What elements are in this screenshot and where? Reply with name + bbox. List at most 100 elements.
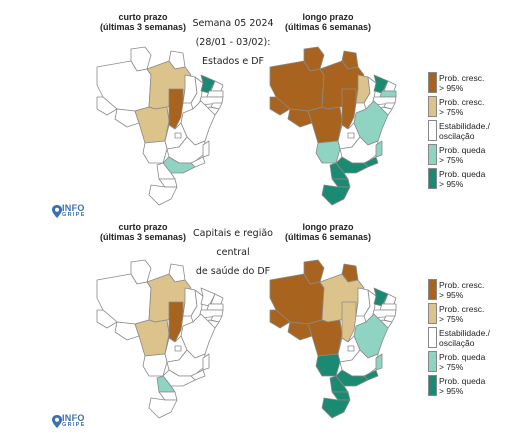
bottom-center-line-2: de saúde do DF <box>195 266 271 277</box>
legend-bottom: Prob. cresc. > 95% Prob. cresc. > 75% Esta… <box>428 279 528 399</box>
state-ro <box>114 108 140 128</box>
legend-label: Prob. cresc. > 75% <box>439 304 485 324</box>
legend-item: Prob. cresc. > 75% <box>428 96 528 120</box>
state-rs <box>321 397 351 419</box>
legend-swatch <box>428 120 437 141</box>
state-es <box>202 140 210 158</box>
state-es <box>202 353 210 371</box>
state-mt <box>134 106 170 144</box>
map-bottom-short-term <box>96 259 224 419</box>
state-df <box>347 132 355 139</box>
state-ac <box>96 96 118 116</box>
legend-item: Estabilidade./ oscilação <box>428 120 528 144</box>
state-rs <box>148 397 178 419</box>
legend-label: Prob. cresc. > 75% <box>439 97 485 117</box>
state-sc <box>331 178 351 188</box>
state-ce <box>373 74 389 94</box>
state-sc <box>331 391 351 401</box>
state-pb <box>379 90 397 98</box>
state-pr <box>156 375 176 393</box>
state-ac <box>96 309 118 329</box>
legend-label: Prob. queda > 95% <box>439 169 486 189</box>
top-center-line-3: Estados e DF <box>202 56 264 67</box>
legend-label: Prob. queda > 95% <box>439 376 486 396</box>
location-pin-icon <box>52 415 62 428</box>
legend-swatch <box>428 144 437 165</box>
legend-label: Prob. queda > 75% <box>439 145 486 165</box>
state-df <box>347 345 355 352</box>
legend-label: Prob. cresc. > 95% <box>439 280 485 300</box>
state-pr <box>156 162 176 180</box>
infogripe-logo-bottom: INFO GRIPE <box>52 413 92 435</box>
state-ce <box>373 287 389 307</box>
state-sp <box>162 369 196 387</box>
state-pr <box>329 375 349 393</box>
state-pr <box>329 162 349 180</box>
bottom-center-line-1: Capitais e região central <box>193 228 273 258</box>
map-bottom-long-term <box>269 259 397 419</box>
legend-swatch <box>428 96 437 117</box>
legend-item: Prob. queda > 95% <box>428 168 528 192</box>
top-center-line-2: (28/01 - 03/02): <box>195 37 271 48</box>
state-sc <box>158 178 178 188</box>
state-es <box>375 140 383 158</box>
state-mt <box>134 319 170 357</box>
legend-item: Prob. cresc. > 95% <box>428 72 528 96</box>
state-ms <box>142 140 168 164</box>
state-rs <box>321 184 351 206</box>
legend-item: Estabilidade./ oscilação <box>428 327 528 351</box>
top-center-line-1: Semana 05 2024 <box>192 18 274 29</box>
logo-main-text: INFO <box>62 203 85 213</box>
bottom-center-title: Capitais e região central de saúde do DF <box>178 224 288 281</box>
state-ro <box>114 321 140 341</box>
state-to <box>168 88 184 130</box>
infogripe-logo-top: INFO GRIPE <box>52 203 92 225</box>
state-ms <box>315 140 341 164</box>
state-mt <box>307 106 343 144</box>
state-ce <box>200 74 216 94</box>
legend-item: Prob. queda > 75% <box>428 144 528 168</box>
state-rs <box>148 184 178 206</box>
bottom-long-term-title: longo prazo (últimas 6 semanas) <box>284 222 372 242</box>
legend-swatch <box>428 72 437 93</box>
legend-item: Prob. queda > 95% <box>428 375 528 399</box>
state-ac <box>269 96 291 116</box>
legend-label: Prob. cresc. > 95% <box>439 73 485 93</box>
state-ro <box>287 108 313 128</box>
state-sp <box>335 369 369 387</box>
state-sp <box>162 156 196 174</box>
legend-label: Estabilidade./ oscilação <box>439 328 491 348</box>
state-df <box>174 345 182 352</box>
top-long-term-title: longo prazo (últimas 6 semanas) <box>284 12 372 32</box>
legend-swatch <box>428 303 437 324</box>
location-pin-icon <box>52 205 62 218</box>
state-df <box>174 132 182 139</box>
legend-top: Prob. cresc. > 95% Prob. cresc. > 75% Esta… <box>428 72 528 192</box>
state-ro <box>287 321 313 341</box>
state-sc <box>158 391 178 401</box>
state-pb <box>206 303 224 311</box>
state-pb <box>206 90 224 98</box>
legend-label: Estabilidade./ oscilação <box>439 121 491 141</box>
map-top-long-term <box>269 46 397 206</box>
state-to <box>168 301 184 343</box>
legend-swatch <box>428 168 437 189</box>
logo-sub-text: GRIPE <box>62 212 86 218</box>
legend-swatch <box>428 351 437 372</box>
legend-swatch <box>428 375 437 396</box>
state-mt <box>307 319 343 357</box>
bottom-short-term-title: curto prazo (últimas 3 semanas) <box>99 222 187 242</box>
state-ce <box>200 287 216 307</box>
state-to <box>341 88 357 130</box>
state-sp <box>335 156 369 174</box>
state-ms <box>315 353 341 377</box>
state-pb <box>379 303 397 311</box>
legend-item: Prob. queda > 75% <box>428 351 528 375</box>
top-center-title: Semana 05 2024 (28/01 - 03/02): Estados … <box>178 14 288 71</box>
logo-sub-text: GRIPE <box>62 422 86 428</box>
legend-item: Prob. cresc. > 95% <box>428 279 528 303</box>
state-ms <box>142 353 168 377</box>
state-es <box>375 353 383 371</box>
legend-item: Prob. cresc. > 75% <box>428 303 528 327</box>
legend-swatch <box>428 327 437 348</box>
